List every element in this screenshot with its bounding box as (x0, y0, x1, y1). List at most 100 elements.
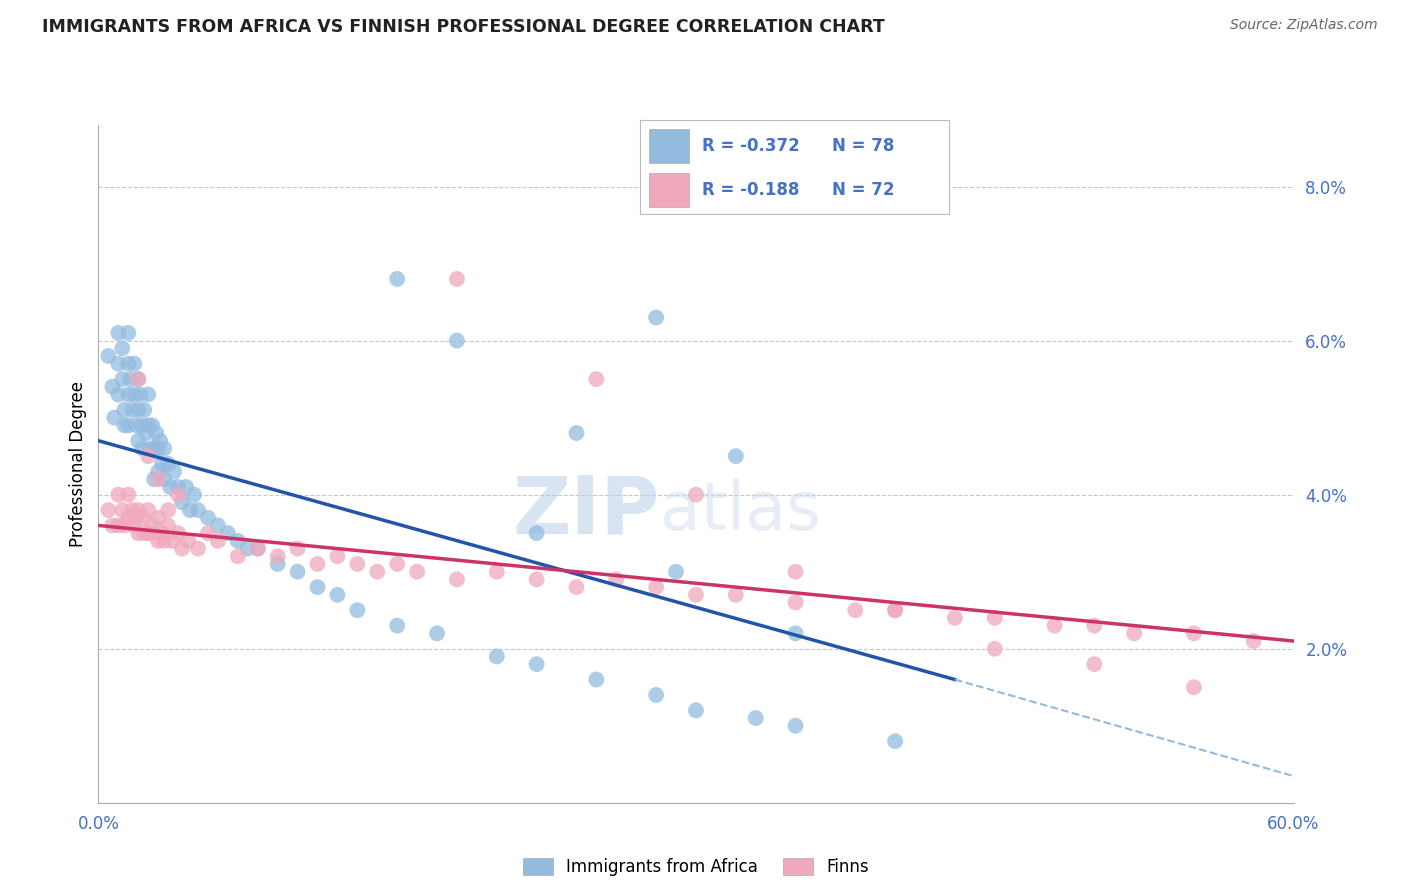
Point (107, 488, 129, 502)
Point (107, 326, 129, 340)
Point (246, 541, 269, 556)
Point (207, 518, 229, 533)
Point (124, 357, 146, 371)
Point (785, 626, 807, 640)
Point (143, 526, 166, 541)
Point (120, 372, 142, 386)
Point (117, 357, 139, 371)
Point (197, 526, 219, 541)
Point (287, 541, 309, 556)
Point (326, 588, 349, 602)
Point (117, 387, 139, 401)
Point (183, 488, 205, 502)
Point (446, 272, 468, 286)
Point (406, 565, 429, 579)
Point (117, 418, 139, 433)
Point (127, 526, 149, 541)
Point (107, 387, 129, 401)
Point (101, 518, 124, 533)
Point (124, 387, 146, 401)
Point (150, 457, 173, 471)
Text: N = 72: N = 72 (831, 181, 894, 199)
Point (246, 541, 269, 556)
Text: Source: ZipAtlas.com: Source: ZipAtlas.com (1230, 18, 1378, 32)
Point (136, 387, 159, 401)
Point (1123, 626, 1146, 640)
Point (446, 573, 468, 587)
Text: N = 78: N = 78 (831, 136, 894, 154)
Point (307, 557, 329, 571)
Point (745, 711, 768, 725)
Point (127, 503, 149, 517)
Point (187, 503, 209, 517)
Point (136, 503, 159, 517)
Point (172, 495, 194, 509)
Point (160, 533, 183, 548)
Point (139, 442, 162, 456)
Point (159, 480, 181, 494)
Point (157, 503, 180, 517)
Point (385, 557, 409, 571)
Point (153, 533, 176, 548)
Bar (650, 128, 689, 162)
Point (565, 425, 588, 440)
Point (785, 719, 807, 733)
Point (127, 372, 149, 386)
Point (685, 488, 707, 502)
Point (97, 349, 120, 363)
Point (645, 580, 668, 594)
Point (124, 518, 146, 533)
Point (287, 565, 309, 579)
Point (131, 510, 153, 524)
Point (785, 565, 807, 579)
Point (267, 557, 290, 571)
Point (172, 541, 194, 556)
Point (148, 442, 170, 456)
Point (207, 533, 229, 548)
Text: ZIP: ZIP (513, 472, 661, 550)
Point (167, 526, 190, 541)
Point (526, 526, 548, 541)
Text: R = -0.188: R = -0.188 (702, 181, 799, 199)
Point (125, 418, 148, 433)
Point (97, 503, 120, 517)
Point (1182, 626, 1205, 640)
Point (1182, 680, 1205, 694)
Text: R = -0.372: R = -0.372 (702, 136, 800, 154)
Point (307, 580, 329, 594)
Point (605, 573, 627, 587)
Point (129, 387, 152, 401)
Point (131, 442, 153, 456)
Point (485, 565, 508, 579)
Point (884, 603, 907, 617)
Point (187, 541, 209, 556)
Point (157, 457, 180, 471)
Point (346, 557, 368, 571)
Text: atlas: atlas (661, 478, 821, 544)
Point (111, 372, 134, 386)
Point (645, 310, 668, 325)
Point (134, 403, 156, 417)
Point (844, 603, 866, 617)
Point (1243, 634, 1265, 648)
Point (984, 641, 1007, 656)
Point (145, 425, 167, 440)
Point (135, 425, 157, 440)
Point (326, 549, 349, 564)
Point (157, 518, 180, 533)
Point (585, 673, 607, 687)
Point (136, 418, 159, 433)
Point (121, 403, 143, 417)
Point (685, 703, 707, 717)
Point (143, 442, 166, 456)
Point (366, 565, 388, 579)
Point (226, 533, 249, 548)
Point (163, 465, 186, 479)
Point (107, 357, 129, 371)
Point (143, 472, 166, 486)
Point (111, 503, 134, 517)
Point (446, 334, 468, 348)
Point (267, 549, 290, 564)
Point (117, 488, 139, 502)
Point (150, 526, 173, 541)
